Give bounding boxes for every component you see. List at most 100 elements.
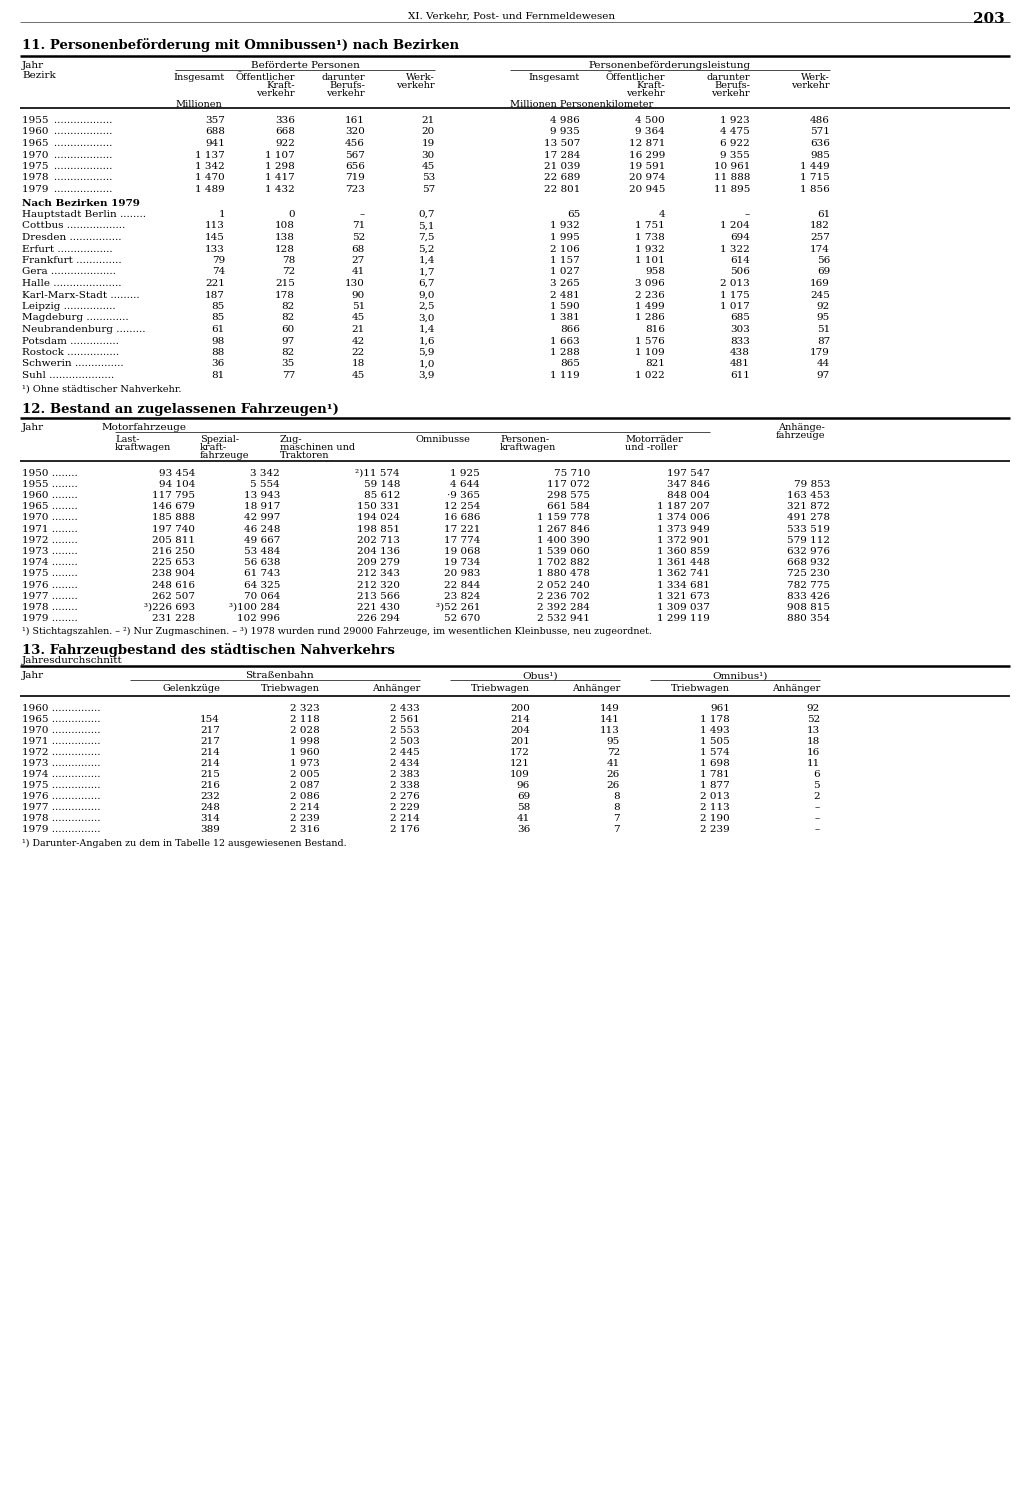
Text: 69: 69 — [817, 268, 830, 277]
Text: 214: 214 — [200, 749, 220, 758]
Text: 45: 45 — [352, 314, 365, 323]
Text: 1955  ..................: 1955 .................. — [22, 117, 113, 126]
Text: Motorräder: Motorräder — [625, 435, 683, 444]
Text: 95: 95 — [817, 314, 830, 323]
Text: 85: 85 — [212, 314, 225, 323]
Text: 1 663: 1 663 — [550, 336, 580, 345]
Text: 214: 214 — [200, 759, 220, 768]
Text: 41: 41 — [517, 815, 530, 824]
Text: –: – — [815, 825, 820, 834]
Text: 161: 161 — [345, 117, 365, 126]
Text: 3 096: 3 096 — [635, 280, 665, 289]
Text: –: – — [815, 803, 820, 812]
Text: 57: 57 — [422, 185, 435, 194]
Text: 20 974: 20 974 — [629, 173, 665, 182]
Text: 833 426: 833 426 — [787, 592, 830, 601]
Text: Insgesamt: Insgesamt — [528, 73, 580, 82]
Text: 9 355: 9 355 — [720, 151, 750, 160]
Text: 19 734: 19 734 — [443, 558, 480, 567]
Text: 1960 ...............: 1960 ............... — [22, 704, 100, 713]
Text: 117 795: 117 795 — [152, 490, 195, 499]
Text: Kraft-: Kraft- — [636, 81, 665, 90]
Text: 5 554: 5 554 — [250, 480, 280, 489]
Text: 866: 866 — [560, 324, 580, 333]
Text: 35: 35 — [282, 359, 295, 368]
Text: Neubrandenburg .........: Neubrandenburg ......... — [22, 324, 145, 333]
Text: 985: 985 — [810, 151, 830, 160]
Text: Potsdam ...............: Potsdam ............... — [22, 336, 119, 345]
Text: 60: 60 — [282, 324, 295, 333]
Text: 636: 636 — [810, 139, 830, 148]
Text: 389: 389 — [200, 825, 220, 834]
Text: 201: 201 — [510, 737, 530, 746]
Text: 865: 865 — [560, 359, 580, 368]
Text: 85: 85 — [212, 302, 225, 311]
Text: 1 372 901: 1 372 901 — [657, 535, 710, 544]
Text: 723: 723 — [345, 185, 365, 194]
Text: XI. Verkehr, Post- und Fernmeldewesen: XI. Verkehr, Post- und Fernmeldewesen — [409, 12, 615, 21]
Text: 1 499: 1 499 — [635, 302, 665, 311]
Text: 1965 ...............: 1965 ............... — [22, 715, 100, 724]
Text: 1974 ...............: 1974 ............... — [22, 770, 100, 779]
Text: 1 204: 1 204 — [720, 221, 750, 230]
Text: 248 616: 248 616 — [152, 580, 195, 589]
Text: 194 024: 194 024 — [357, 513, 400, 522]
Text: 232: 232 — [200, 792, 220, 801]
Text: 1 334 681: 1 334 681 — [657, 580, 710, 589]
Text: 72: 72 — [282, 268, 295, 277]
Text: 2 433: 2 433 — [390, 704, 420, 713]
Text: 95: 95 — [607, 737, 620, 746]
Text: 303: 303 — [730, 324, 750, 333]
Text: 9 935: 9 935 — [550, 127, 580, 136]
Text: 11. Personenbeförderung mit Omnibussen¹) nach Bezirken: 11. Personenbeförderung mit Omnibussen¹)… — [22, 37, 459, 52]
Text: 1 493: 1 493 — [700, 727, 730, 736]
Text: 4 500: 4 500 — [635, 117, 665, 126]
Text: Werk-: Werk- — [407, 73, 435, 82]
Text: 198 851: 198 851 — [357, 525, 400, 534]
Text: 51: 51 — [352, 302, 365, 311]
Text: 121: 121 — [510, 759, 530, 768]
Text: 96: 96 — [517, 782, 530, 791]
Text: 79 853: 79 853 — [794, 480, 830, 489]
Text: 908 815: 908 815 — [787, 602, 830, 611]
Text: 18: 18 — [807, 737, 820, 746]
Text: 213 566: 213 566 — [357, 592, 400, 601]
Text: verkehr: verkehr — [792, 81, 830, 90]
Text: 1960  ..................: 1960 .................. — [22, 127, 113, 136]
Text: 203: 203 — [973, 12, 1005, 25]
Text: 42: 42 — [352, 336, 365, 345]
Text: 2 113: 2 113 — [700, 803, 730, 812]
Text: 1 107: 1 107 — [265, 151, 295, 160]
Text: 65: 65 — [566, 209, 580, 218]
Text: 1 715: 1 715 — [800, 173, 830, 182]
Text: 205 811: 205 811 — [152, 535, 195, 544]
Text: Triebwagen: Triebwagen — [471, 685, 530, 694]
Text: Dresden ................: Dresden ................ — [22, 233, 122, 242]
Text: 2 236 702: 2 236 702 — [538, 592, 590, 601]
Text: 1 973: 1 973 — [290, 759, 319, 768]
Text: 16 686: 16 686 — [443, 513, 480, 522]
Text: 506: 506 — [730, 268, 750, 277]
Text: 2 005: 2 005 — [290, 770, 319, 779]
Text: 1 698: 1 698 — [700, 759, 730, 768]
Text: 1960 ........: 1960 ........ — [22, 490, 78, 499]
Text: 70 064: 70 064 — [244, 592, 280, 601]
Text: 1,6: 1,6 — [419, 336, 435, 345]
Text: 163 453: 163 453 — [787, 490, 830, 499]
Text: 1 321 673: 1 321 673 — [657, 592, 710, 601]
Text: 79: 79 — [212, 256, 225, 265]
Text: 5,1: 5,1 — [419, 221, 435, 230]
Text: 2 087: 2 087 — [290, 782, 319, 791]
Text: Magdeburg .............: Magdeburg ............. — [22, 314, 129, 323]
Text: 2 106: 2 106 — [550, 245, 580, 254]
Text: 438: 438 — [730, 348, 750, 357]
Text: 1972 ...............: 1972 ............... — [22, 749, 100, 758]
Text: 92: 92 — [807, 704, 820, 713]
Text: Spezial-: Spezial- — [200, 435, 240, 444]
Text: 88: 88 — [212, 348, 225, 357]
Text: 13 943: 13 943 — [244, 490, 280, 499]
Text: darunter: darunter — [322, 73, 365, 82]
Text: 1 738: 1 738 — [635, 233, 665, 242]
Text: 146 679: 146 679 — [152, 502, 195, 511]
Text: 215: 215 — [275, 280, 295, 289]
